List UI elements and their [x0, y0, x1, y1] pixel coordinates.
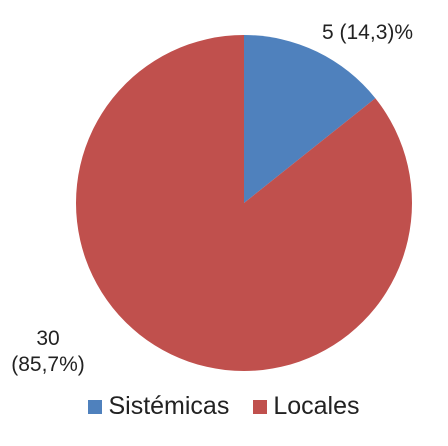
pie-slice [75, 35, 412, 372]
legend-swatch [253, 399, 268, 414]
data-label: 30 (85,7%) [11, 327, 85, 376]
legend-swatch [88, 399, 103, 414]
pie-slice [244, 35, 376, 203]
data-label: 5 (14,3)% [322, 21, 414, 44]
legend: Sistémicas Locales [0, 392, 448, 421]
legend-label: Locales [273, 392, 360, 420]
legend-item: Locales [253, 392, 360, 421]
legend-item: Sistémicas [88, 392, 229, 421]
legend-label: Sistémicas [108, 392, 230, 420]
